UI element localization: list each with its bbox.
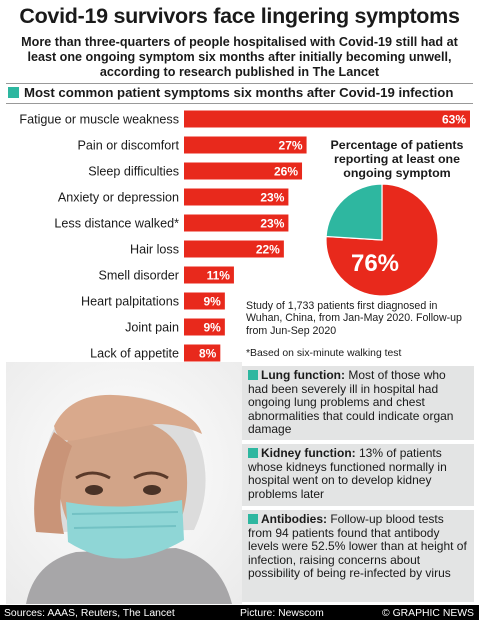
panel-text: 13% of patients whose kidneys functioned… bbox=[248, 446, 447, 501]
bar-value-label: 26% bbox=[274, 165, 298, 179]
antibodies-panel: Antibodies: Follow-up blood tests from 9… bbox=[242, 510, 474, 602]
bar-category-label: Lack of appetite bbox=[90, 347, 179, 361]
bar-value-label: 11% bbox=[207, 269, 231, 283]
bar-category-label: Joint pain bbox=[125, 321, 179, 335]
page-subtitle: More than three-quarters of people hospi… bbox=[21, 35, 458, 79]
teal-square-icon bbox=[248, 514, 258, 524]
pie-title: Percentage of patients reporting at leas… bbox=[330, 138, 464, 180]
heading-rule-top bbox=[6, 83, 473, 84]
kidney-function-panel: Kidney function: 13% of patients whose k… bbox=[242, 444, 474, 506]
bar-value-label: 22% bbox=[256, 243, 280, 257]
panel-heading: Kidney function: bbox=[261, 446, 356, 460]
bar-category-label: Smell disorder bbox=[99, 269, 180, 283]
bar-value-label: 9% bbox=[204, 321, 222, 335]
bar-category-label: Anxiety or depression bbox=[58, 191, 179, 205]
pie-slice bbox=[325, 183, 383, 241]
footer: Sources: AAAS, Reuters, The Lancet Pictu… bbox=[0, 605, 479, 620]
heading-rule-bottom bbox=[6, 103, 473, 104]
bar-value-label: 23% bbox=[260, 191, 284, 205]
bar-category-label: Fatigue or muscle weakness bbox=[19, 113, 179, 127]
teal-square-icon bbox=[248, 370, 258, 380]
panel-text: Most of those who had been severely ill … bbox=[248, 368, 454, 437]
symptom-bar bbox=[184, 136, 307, 154]
symptoms-bar-chart: Fatigue or muscle weakness 63% Pain or dis… bbox=[19, 110, 470, 362]
bar-value-label: 8% bbox=[199, 347, 217, 361]
bar-value-label: 27% bbox=[279, 139, 303, 153]
symptom-bar bbox=[184, 188, 289, 206]
walking-test-footnote: *Based on six-minute walking test bbox=[246, 348, 402, 359]
footer-copyright: © GRAPHIC NEWS bbox=[382, 608, 474, 619]
symptom-bar bbox=[184, 266, 234, 284]
footer-sources: Sources: AAAS, Reuters, The Lancet bbox=[4, 608, 175, 619]
bar-category-label: Sleep difficulties bbox=[88, 165, 179, 179]
teal-square-icon bbox=[248, 448, 258, 458]
bar-category-label: Hair loss bbox=[130, 243, 179, 257]
ongoing-symptom-pie-chart: 76% bbox=[325, 183, 439, 297]
symptom-bar bbox=[184, 292, 225, 310]
symptom-bar bbox=[184, 162, 303, 180]
symptom-bar bbox=[184, 318, 225, 336]
lung-function-panel: Lung function: Most of those who had bee… bbox=[242, 366, 474, 440]
chart-heading-text: Most common patient symptoms six months … bbox=[24, 85, 454, 100]
page-title: Covid-19 survivors face lingering sympto… bbox=[19, 4, 460, 28]
symptom-bar bbox=[184, 214, 289, 232]
pie-value-label: 76% bbox=[351, 250, 399, 277]
teal-square-icon bbox=[8, 87, 19, 98]
symptom-bar bbox=[184, 240, 284, 258]
bar-value-label: 9% bbox=[204, 295, 222, 309]
chart-heading: Most common patient symptoms six months … bbox=[8, 84, 476, 102]
bar-value-label: 63% bbox=[442, 113, 466, 127]
panel-text: Follow-up blood tests from 94 patients f… bbox=[248, 512, 467, 581]
symptom-bar bbox=[184, 110, 470, 128]
footer-picture-credit: Picture: Newscom bbox=[240, 608, 324, 619]
bar-category-label: Pain or discomfort bbox=[78, 139, 180, 153]
bar-value-label: 23% bbox=[260, 217, 284, 231]
bar-category-label: Heart palpitations bbox=[81, 295, 179, 309]
woman-in-face-mask-photo bbox=[6, 362, 242, 604]
bar-category-label: Less distance walked* bbox=[54, 217, 179, 231]
symptom-bar bbox=[184, 344, 221, 362]
panel-heading: Antibodies: bbox=[261, 512, 327, 526]
study-note: Study of 1,733 patients first diagnosed … bbox=[246, 300, 462, 337]
panel-heading: Lung function: bbox=[261, 368, 345, 382]
